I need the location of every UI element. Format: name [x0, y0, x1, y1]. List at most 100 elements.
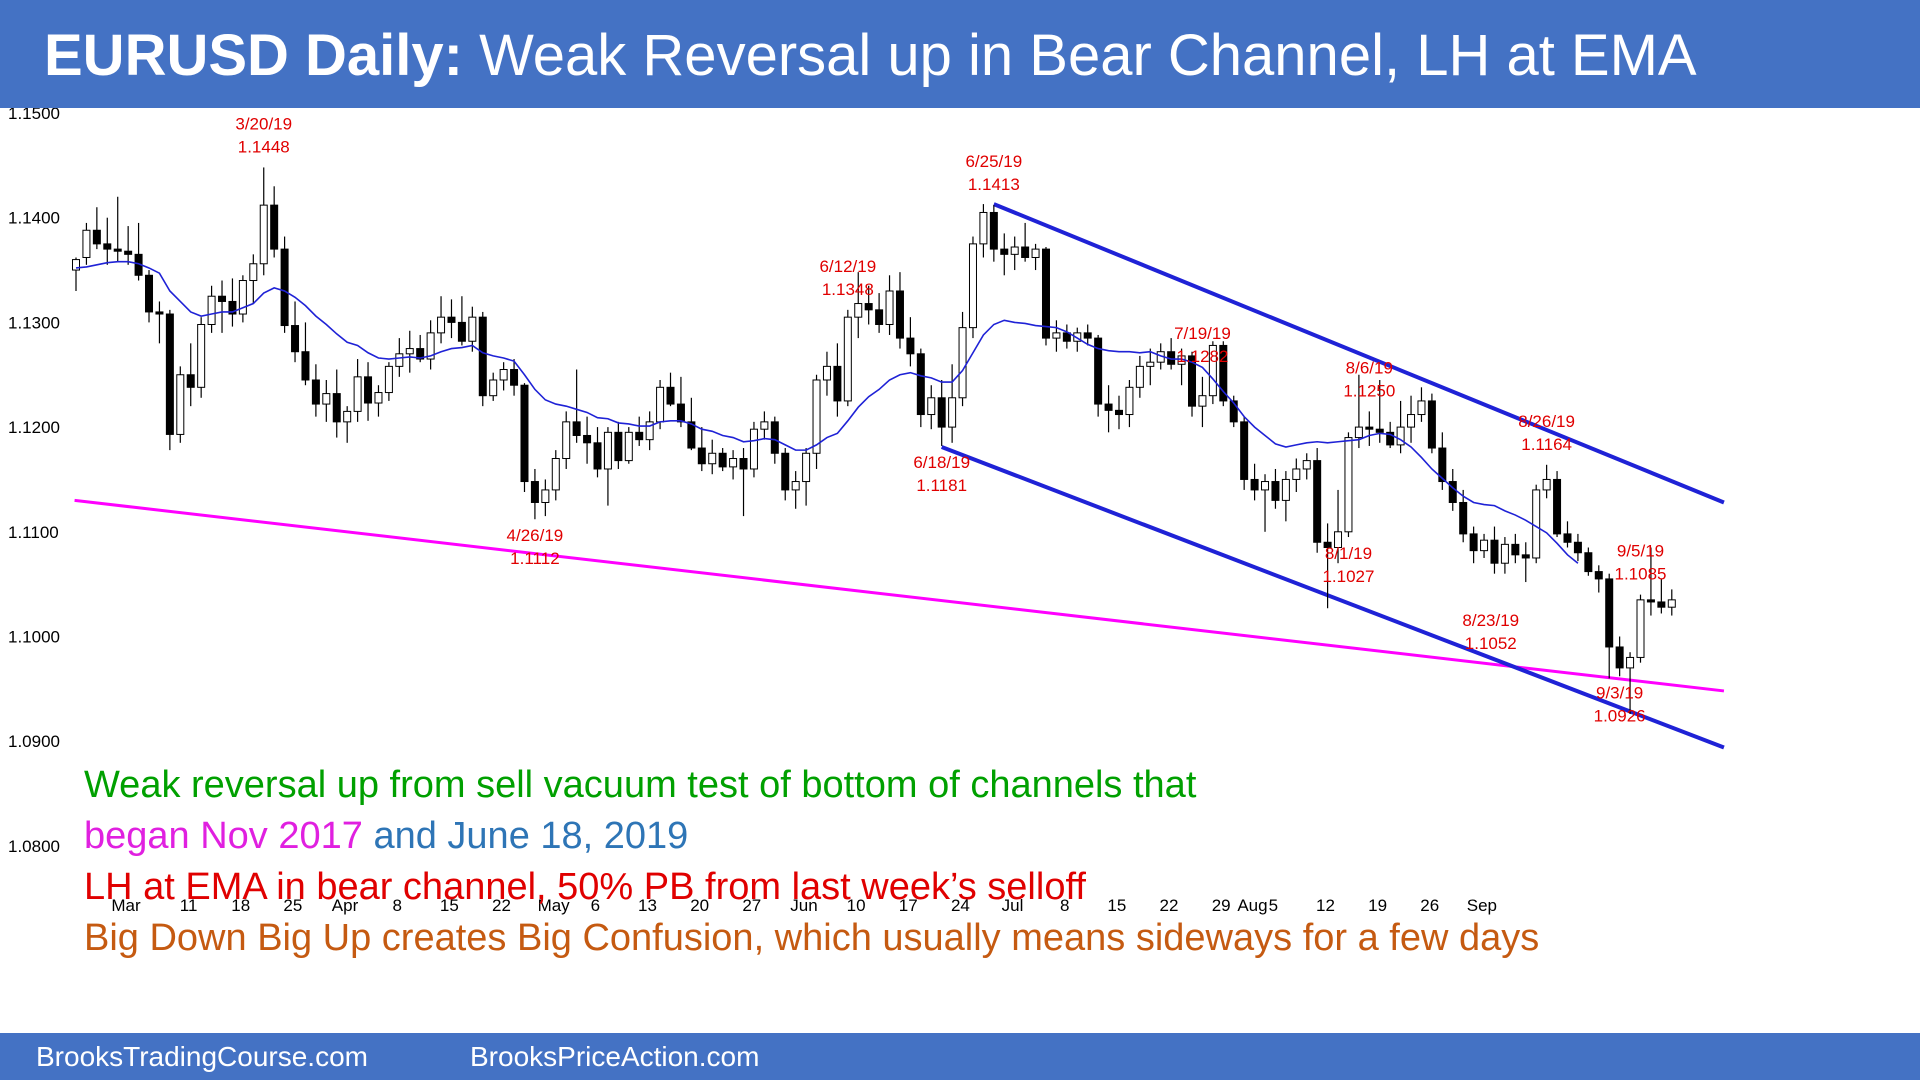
candle-body: [812, 379, 821, 454]
candle-body: [468, 316, 477, 342]
annotation-date: 4/26/19: [507, 526, 564, 545]
x-tick-label: 26: [1420, 896, 1439, 915]
candle-body: [374, 392, 383, 404]
y-tick-label: 1.1500: [8, 108, 60, 123]
candle-body: [332, 393, 341, 423]
commentary-line-4: Big Down Big Up creates Big Confusion, w…: [84, 917, 1540, 959]
x-tick-label: May: [538, 896, 571, 915]
candle-body: [1010, 246, 1019, 255]
candle-body: [635, 431, 644, 441]
candle-body: [1615, 646, 1624, 669]
candle-body: [510, 369, 519, 386]
candle-body: [1500, 543, 1509, 564]
candle-body: [822, 365, 831, 381]
candle-body: [478, 316, 487, 397]
candle-body: [749, 428, 758, 470]
candle-body: [1261, 481, 1270, 491]
candle-body: [1146, 361, 1155, 367]
candle-body: [1240, 421, 1249, 480]
annotation-price: 1.0926: [1594, 706, 1646, 725]
candle-body: [1532, 489, 1541, 559]
candle-body: [145, 274, 154, 313]
x-tick-label: Jul: [1002, 896, 1024, 915]
candle-body: [384, 365, 393, 394]
candle-body: [1365, 426, 1374, 430]
x-tick-label: Jun: [790, 896, 817, 915]
candle-body: [353, 376, 362, 412]
candle-body: [739, 458, 748, 470]
commentary-line-2a: began Nov 2017: [84, 815, 363, 857]
candle-body: [228, 300, 237, 315]
candle-body: [280, 248, 289, 327]
chart-title-rest: Weak Reversal up in Bear Channel, LH at …: [462, 23, 1697, 88]
candle-body: [1062, 332, 1071, 342]
candle-body: [155, 311, 164, 315]
candle-body: [1115, 409, 1123, 416]
x-tick-label: 17: [899, 896, 918, 915]
x-tick-label: 11: [180, 896, 198, 915]
y-tick-label: 1.1100: [8, 523, 59, 542]
candle-body: [249, 263, 258, 282]
candle-body: [948, 397, 957, 428]
annotation-date: 6/25/19: [965, 152, 1022, 171]
candle-body: [405, 348, 414, 355]
candle-body: [927, 397, 936, 416]
candle-body: [1448, 481, 1457, 503]
candle-body: [1427, 400, 1436, 449]
ema-line: [75, 260, 1579, 564]
candle-body: [729, 458, 738, 468]
candle-body: [103, 243, 112, 250]
commentary: Weak reversal up from sell vacuum test o…: [84, 760, 1539, 964]
annotation-date: 8/6/19: [1346, 358, 1393, 377]
candle-body: [1302, 460, 1311, 470]
x-tick-label: 12: [1316, 896, 1335, 915]
annotation-date: 6/12/19: [819, 257, 876, 276]
annotation-price: 1.1112: [510, 549, 559, 568]
candle-body: [301, 351, 310, 381]
candle-body: [1459, 501, 1468, 535]
candle-body: [1553, 478, 1562, 535]
candle-body: [124, 250, 133, 255]
candle-body: [551, 458, 560, 491]
x-tick-label: 25: [283, 896, 302, 915]
annotation-price: 1.1164: [1521, 435, 1572, 454]
candle-body: [572, 421, 581, 436]
candle-body: [697, 447, 706, 465]
annotation-price: 1.1348: [822, 280, 874, 299]
x-tick-label: Apr: [332, 896, 359, 915]
x-tick-label: 19: [1368, 896, 1387, 915]
candle-body: [843, 316, 852, 402]
candle-body: [1594, 571, 1603, 580]
candle-body: [676, 403, 685, 423]
candle-body: [760, 421, 769, 430]
y-tick-label: 1.0800: [8, 837, 60, 856]
candle-body: [854, 303, 863, 318]
annotation-price: 1.1027: [1322, 567, 1374, 586]
candle-body: [1542, 478, 1551, 491]
candle-body: [218, 295, 227, 302]
candle-body: [1281, 478, 1290, 501]
candle-body: [1511, 543, 1520, 556]
candle-body: [1041, 248, 1050, 339]
candle-body: [1375, 428, 1384, 433]
x-axis-labels: Mar 11 18 25 Apr 8 15 22 May 6 13 20 27 Jun 10 17 24 Jul 8…: [111, 896, 1497, 915]
candle-body: [895, 290, 904, 339]
x-tick-label: 29: [1212, 896, 1231, 915]
candle-body: [197, 323, 206, 388]
candle-body: [718, 452, 727, 468]
candle-body: [656, 386, 665, 423]
candle-body: [802, 452, 811, 483]
candle-body: [92, 229, 101, 245]
candle-body: [1354, 426, 1363, 439]
x-tick-label: Mar: [111, 896, 141, 915]
annotation-date: 9/5/19: [1617, 542, 1664, 561]
candle-body: [1657, 601, 1666, 608]
annotation-price: 1.1085: [1615, 565, 1667, 584]
candle-body: [489, 379, 498, 397]
y-tick-label: 1.1200: [8, 418, 60, 437]
x-tick-label: 24: [951, 896, 970, 915]
x-tick-label: 8: [392, 896, 401, 915]
candle-body: [238, 280, 247, 315]
candle-body: [645, 421, 654, 441]
candle-body: [437, 316, 446, 334]
